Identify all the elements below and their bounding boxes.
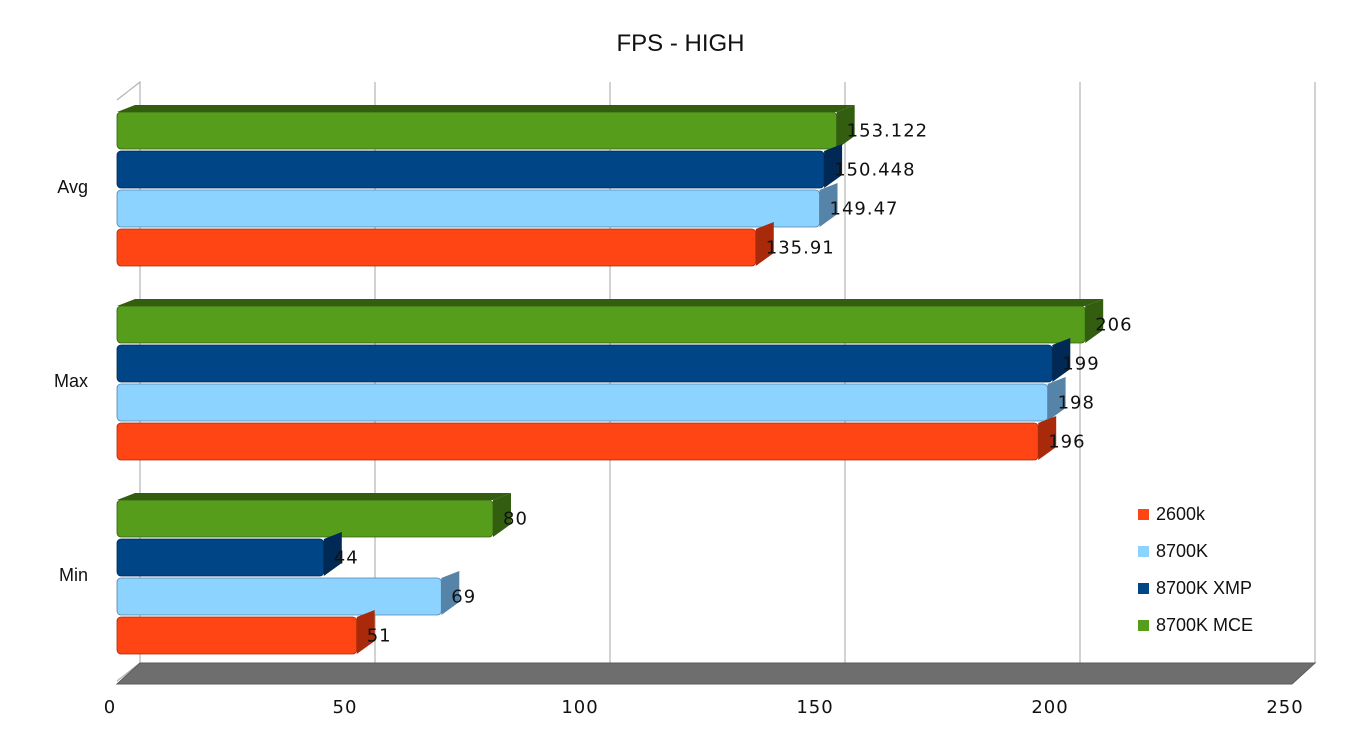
legend-swatch (1138, 583, 1149, 594)
bar (116, 111, 838, 150)
x-tick-label: 150 (796, 697, 833, 718)
x-tick-label: 0 (104, 697, 116, 718)
data-label: 196 (1048, 432, 1085, 453)
category-label: Max (54, 371, 88, 391)
legend: 2600k 8700K 8700K XMP 8700K MCE (1138, 496, 1253, 644)
data-label: 44 (334, 548, 359, 569)
bar-side (1047, 377, 1066, 421)
legend-label: 8700K XMP (1156, 578, 1253, 598)
legend-item: 8700K (1138, 533, 1253, 570)
bar-top (117, 493, 511, 500)
data-label: 80 (503, 509, 528, 530)
bar (116, 150, 825, 189)
data-label: 69 (451, 587, 476, 608)
x-tick-label: 100 (561, 697, 598, 718)
bar-side (824, 144, 843, 188)
bar-side (493, 493, 511, 537)
bar (116, 499, 494, 538)
data-label: 153.122 (847, 121, 928, 142)
bar (116, 305, 1086, 344)
bar (116, 577, 442, 616)
data-label: 206 (1095, 315, 1132, 336)
bar-side (836, 105, 855, 149)
legend-swatch (1138, 546, 1149, 557)
x-tick-label: 250 (1266, 697, 1303, 718)
bar-top (117, 105, 855, 112)
data-label: 135.91 (766, 238, 835, 259)
data-label: 199 (1062, 354, 1099, 375)
bar-side (441, 571, 460, 615)
bar-top (117, 299, 1104, 306)
chart-floor (115, 662, 1317, 685)
legend-item: 8700K MCE (1138, 607, 1253, 644)
data-label: 150.448 (834, 160, 915, 181)
bar-side (755, 222, 774, 266)
bar (116, 228, 757, 267)
bar-side (356, 610, 375, 654)
legend-swatch (1138, 509, 1149, 520)
legend-item: 2600k (1138, 496, 1253, 533)
bar (116, 616, 358, 655)
legend-label: 8700K MCE (1156, 615, 1254, 635)
legend-item: 8700K XMP (1138, 570, 1253, 607)
data-label: 51 (367, 626, 392, 647)
bar-side (1052, 338, 1071, 382)
bar (116, 189, 820, 228)
legend-label: 8700K (1156, 541, 1209, 561)
bar (116, 422, 1039, 461)
bar-side (1038, 416, 1057, 460)
legend-swatch (1138, 620, 1149, 631)
bar-side (1085, 299, 1104, 343)
bar-side (819, 183, 838, 227)
legend-label: 2600k (1156, 504, 1206, 524)
category-label: Avg (57, 177, 88, 197)
data-label: 198 (1058, 393, 1095, 414)
x-tick-label: 50 (333, 697, 358, 718)
bar (116, 383, 1048, 422)
category-label: Min (59, 565, 88, 585)
x-tick-label: 200 (1031, 697, 1068, 718)
bar-side (323, 532, 342, 576)
bar (116, 344, 1053, 383)
data-label: 149.47 (830, 199, 899, 220)
chart-title: FPS - HIGH (616, 30, 745, 57)
bar (116, 538, 325, 577)
